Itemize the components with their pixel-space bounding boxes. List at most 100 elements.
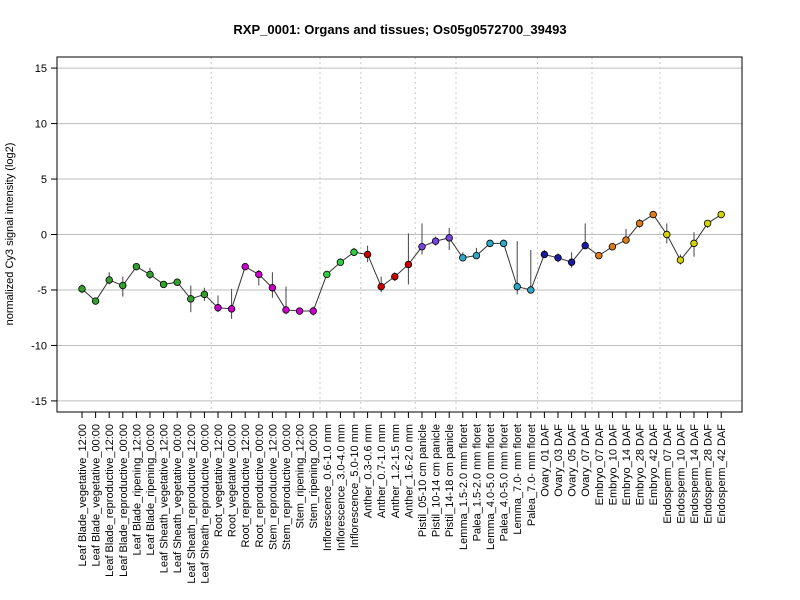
data-point	[173, 278, 181, 286]
data-points	[78, 210, 725, 315]
data-point	[404, 260, 413, 269]
data-point	[635, 219, 644, 228]
x-tick-label: Leaf Sheath_vegetative_00:00	[172, 424, 184, 573]
x-tick-label: Ovary_03 DAF	[553, 424, 565, 497]
data-point	[649, 210, 657, 219]
x-tick-label: Leaf Blade_reproductive_00:00	[118, 424, 130, 577]
data-point	[622, 236, 630, 244]
data-point	[513, 282, 521, 291]
x-tick-label: Pistil_10-14 cm panicle	[431, 424, 443, 537]
x-tick-label: Leaf Sheath_reproductive_00:00	[199, 424, 211, 584]
data-point	[690, 239, 698, 248]
x-tick-label: Endosperm_14 DAF	[689, 424, 701, 524]
chart-title: RXP_0001: Organs and tissues; Os05g05727…	[233, 22, 566, 37]
x-tick-label: Anther_1.2-1.5 mm	[390, 424, 402, 518]
x-tick-label: Ovary_07 DAF	[580, 424, 592, 497]
data-point	[554, 254, 562, 262]
data-point	[608, 243, 617, 251]
data-point	[595, 251, 603, 260]
y-tick-label: 10	[35, 119, 47, 131]
x-tick-label: Leaf Sheath_vegetative_12:00	[159, 424, 171, 573]
x-tick-label: Root_reproductive_00:00	[254, 424, 266, 548]
x-tick-label: Embryo_14 DAF	[621, 424, 633, 506]
error-bars	[81, 211, 722, 319]
x-tick-label: Endosperm_42 DAF	[716, 424, 728, 524]
data-point	[78, 285, 86, 293]
y-axis-label: normalized Cy3 signal intensity (log2)	[4, 143, 16, 326]
x-tick-label: Stem_ripening_00:00	[308, 424, 320, 529]
x-tick-label: Endosperm_10 DAF	[675, 424, 687, 524]
x-tick-label: Leaf Blade_vegetative_12:00	[77, 424, 89, 567]
data-point	[391, 272, 399, 281]
y-tick-label: 0	[41, 230, 47, 242]
x-tick-label: Endosperm_28 DAF	[703, 424, 715, 524]
x-tick-label: Lemma_7.0- mm floret	[512, 424, 524, 535]
data-point	[676, 256, 685, 264]
y-tick-label: -10	[31, 340, 47, 352]
data-point	[418, 243, 426, 251]
x-tick-label: Anther_0.3-0.6 mm	[363, 424, 375, 518]
x-tick-label: Stem_reproductive_00:00	[281, 424, 293, 550]
x-tick-label: Anther_1.6-2.0 mm	[403, 424, 415, 518]
x-tick-label: Ovary_05 DAF	[567, 424, 579, 497]
data-point	[309, 307, 317, 315]
x-tick-label: Inflorescence_5.0-10 mm	[349, 424, 361, 548]
x-tick-label: Embryo_10 DAF	[607, 424, 619, 506]
data-point	[336, 258, 345, 266]
x-tick-label: Inflorescence_0.6-1.0 mm	[322, 424, 334, 551]
series-line	[81, 213, 722, 312]
x-tick-label: Pistil_14-18 cm panicle	[444, 424, 456, 537]
y-tick-label: -5	[37, 285, 47, 297]
x-tick-label: Inflorescence_3.0-4.0 mm	[335, 424, 347, 551]
x-tick-label: Leaf Blade_ripening_12:00	[131, 424, 143, 556]
x-tick-label: Palea_7.0- mm floret	[526, 424, 538, 526]
x-tick-label: Leaf Blade_ripening_00:00	[145, 424, 157, 556]
data-point	[445, 234, 453, 242]
data-point	[472, 251, 481, 260]
data-point	[187, 295, 195, 303]
x-tick-label: Palea_1.5-2.0 mm floret	[471, 424, 483, 541]
y-tick-label: -15	[31, 396, 47, 408]
x-tick-label: Root_reproductive_12:00	[240, 424, 252, 548]
data-point	[91, 297, 100, 305]
data-point	[703, 219, 712, 228]
gridlines	[57, 67, 742, 402]
x-tick-label: Embryo_42 DAF	[648, 424, 660, 506]
data-point	[459, 254, 467, 262]
x-tick-label: Palea_4.0-5.0 mm floret	[499, 424, 511, 541]
x-tick-label: Root_vegetative_00:00	[227, 424, 239, 537]
data-point	[717, 210, 725, 219]
x-tick-label: Ovary_01 DAF	[539, 424, 551, 497]
data-point	[159, 280, 168, 289]
data-point	[268, 284, 277, 292]
data-point	[146, 270, 154, 279]
data-point	[581, 241, 589, 250]
x-tick-label: Leaf Blade_reproductive_12:00	[104, 424, 116, 577]
data-point	[241, 262, 249, 271]
data-point	[663, 230, 671, 239]
data-point	[132, 262, 141, 271]
x-tick-label: Stem_ripening_12:00	[295, 424, 307, 529]
x-axis: Leaf Blade_vegetative_12:00 Leaf Blade_ve…	[77, 412, 728, 584]
data-point	[295, 307, 304, 315]
data-point	[567, 258, 576, 266]
data-point	[431, 237, 440, 245]
data-point	[486, 239, 494, 248]
data-point	[255, 270, 263, 279]
group-separators	[210, 57, 661, 412]
x-tick-label: Stem_reproductive_12:00	[267, 424, 279, 550]
x-tick-label: Anther_0.7-1.0 mm	[376, 424, 388, 518]
data-point	[499, 239, 508, 248]
data-point	[105, 276, 113, 284]
x-tick-label: Embryo_28 DAF	[635, 424, 647, 506]
y-axis: -15 -10 -5 0 5 10 15	[31, 63, 57, 408]
x-tick-label: Leaf Sheath_reproductive_12:00	[186, 424, 198, 584]
data-point	[119, 281, 127, 290]
data-point	[323, 270, 331, 279]
x-tick-label: Root_vegetative_12:00	[213, 424, 225, 537]
data-point	[214, 304, 222, 312]
data-point	[377, 282, 385, 291]
data-point	[282, 306, 290, 314]
data-point	[527, 286, 535, 294]
